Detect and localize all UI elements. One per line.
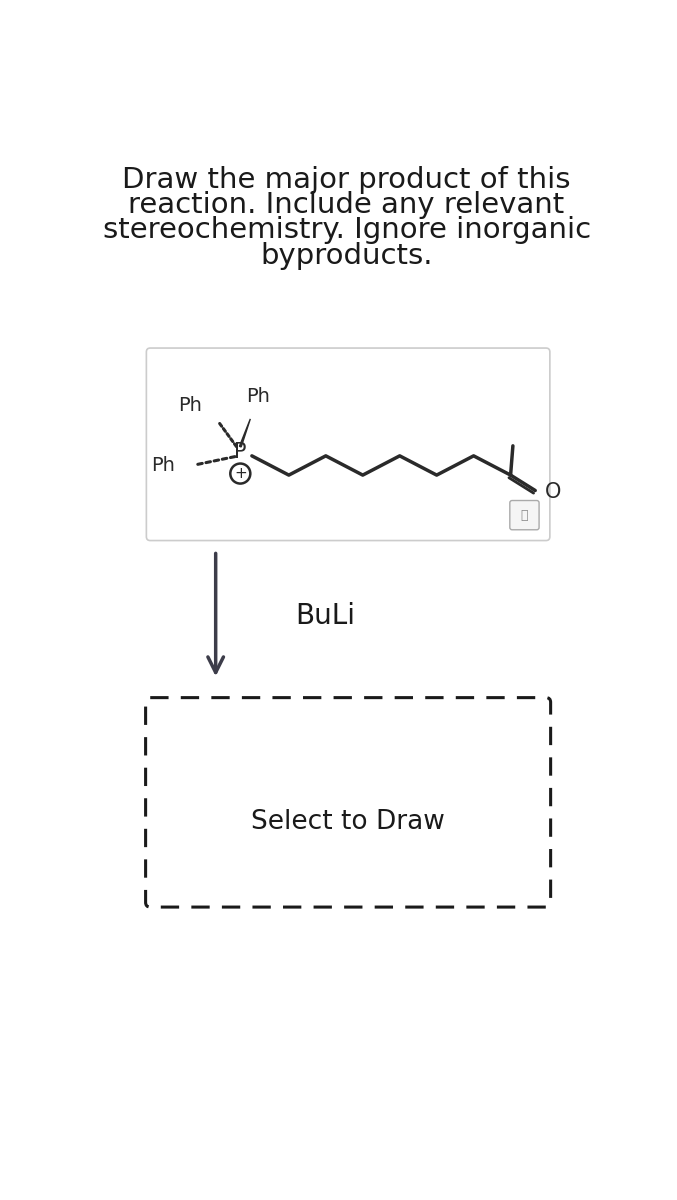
Text: P: P [234, 442, 246, 462]
Text: Ph: Ph [246, 388, 269, 406]
Text: O: O [544, 482, 561, 502]
FancyBboxPatch shape [146, 348, 550, 540]
Text: Ph: Ph [151, 456, 175, 475]
Text: 🔍: 🔍 [521, 509, 528, 522]
FancyBboxPatch shape [510, 500, 539, 529]
Text: Draw the major product of this: Draw the major product of this [123, 166, 571, 193]
Text: stereochemistry. Ignore inorganic: stereochemistry. Ignore inorganic [102, 216, 590, 245]
Text: Ph: Ph [178, 396, 202, 415]
FancyBboxPatch shape [146, 697, 550, 907]
Text: +: + [234, 466, 246, 481]
Polygon shape [240, 419, 250, 446]
Text: byproducts.: byproducts. [261, 241, 433, 270]
Text: reaction. Include any relevant: reaction. Include any relevant [129, 191, 565, 218]
Text: Select to Draw: Select to Draw [251, 809, 445, 835]
Text: BuLi: BuLi [295, 602, 355, 630]
